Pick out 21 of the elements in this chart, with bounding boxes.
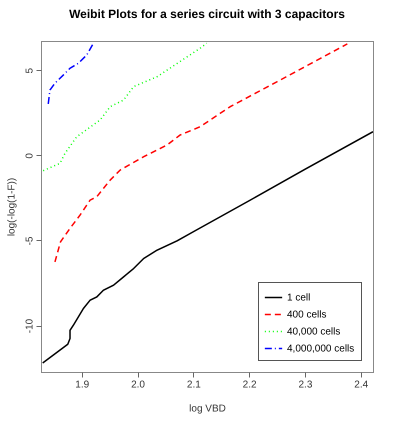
x-tick-label: 2.3 [298, 380, 313, 390]
x-tick-label: 2.1 [186, 380, 202, 390]
x-tick-label: 2.0 [131, 380, 146, 390]
line-series [54, 43, 348, 263]
line-series [42, 42, 208, 172]
y-tick-label: 0 [24, 152, 36, 159]
x-tick-label: 2.4 [354, 380, 369, 390]
y-tick-label: -5 [24, 236, 36, 246]
chart-title: Weibit Plots for a series circuit with 3 capacitors [69, 7, 346, 21]
line-series [42, 130, 373, 364]
legend-label: 4,000,000 cells [287, 344, 354, 354]
x-axis-title: log VBD [189, 404, 226, 414]
x-tick-label: 2.2 [242, 380, 258, 390]
legend-label: 1 cell [287, 292, 310, 304]
line-series [48, 42, 94, 105]
legend-label: 400 cells [287, 310, 326, 320]
y-axis-title: log(-log(1-F)) [6, 178, 18, 236]
y-tick-label: -10 [24, 318, 36, 334]
y-tick-label: 5 [24, 68, 36, 74]
x-tick-label: 1.9 [75, 380, 90, 390]
legend-label: 40,000 cells [287, 326, 340, 338]
